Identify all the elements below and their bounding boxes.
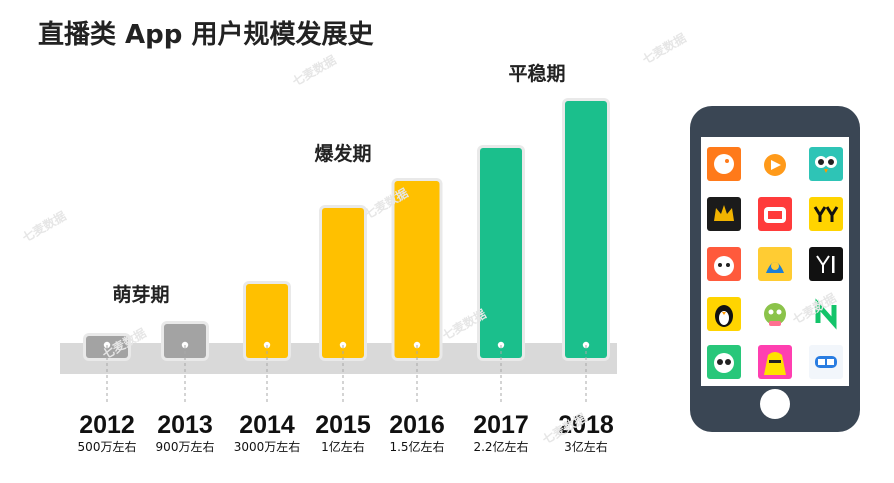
- panda-icon: [707, 345, 741, 379]
- quanmin-icon: [758, 197, 792, 231]
- value-label-2017: 2.2亿左右: [473, 439, 528, 454]
- panda-face-icon: [758, 247, 792, 281]
- phone-mockup: [690, 106, 860, 432]
- value-label-2016: 1.5亿左右: [389, 439, 444, 454]
- yi-icon: [809, 247, 843, 281]
- stage-label-1: 萌芽期: [112, 283, 169, 306]
- huya-icon: [758, 147, 792, 181]
- year-label-2014: 2014: [239, 411, 295, 439]
- value-label-2013: 900万左右: [156, 439, 215, 454]
- year-label-2016: 2016: [389, 411, 445, 439]
- value-label-2014: 3000万左右: [234, 439, 301, 454]
- n-logo-icon: [809, 297, 843, 331]
- owl-icon: [809, 147, 843, 181]
- crown-icon: [707, 197, 741, 231]
- dragon-icon: [758, 297, 792, 331]
- bar-2018: [565, 101, 607, 358]
- year-label-2013: 2013: [157, 411, 213, 439]
- bar-2017: [480, 148, 522, 358]
- phone-home-button: [760, 389, 790, 419]
- douyu-icon: [707, 147, 741, 181]
- year-label-2015: 2015: [315, 411, 371, 439]
- stage-label-2: 爆发期: [314, 142, 371, 165]
- fox-icon: [707, 247, 741, 281]
- stage-label-3: 平稳期: [508, 62, 565, 85]
- bar-2014: [246, 284, 288, 358]
- value-label-2018: 3亿左右: [564, 439, 608, 454]
- bar-2015: [322, 208, 364, 358]
- bar-2016: [394, 181, 440, 358]
- penguin-icon: [707, 297, 741, 331]
- value-label-2012: 500万左右: [78, 439, 137, 454]
- yellow-monster-icon: [758, 345, 792, 379]
- yy-icon: [809, 197, 843, 231]
- bar-2013: [164, 324, 206, 358]
- haokan-icon: [809, 345, 843, 379]
- page-title: 直播类 App 用户规模发展史: [38, 20, 374, 50]
- year-label-2012: 2012: [79, 411, 135, 439]
- value-label-2015: 1亿左右: [321, 439, 365, 454]
- year-label-2018: 2018: [558, 411, 614, 439]
- phone-screen: [701, 137, 849, 386]
- year-label-2017: 2017: [473, 411, 529, 439]
